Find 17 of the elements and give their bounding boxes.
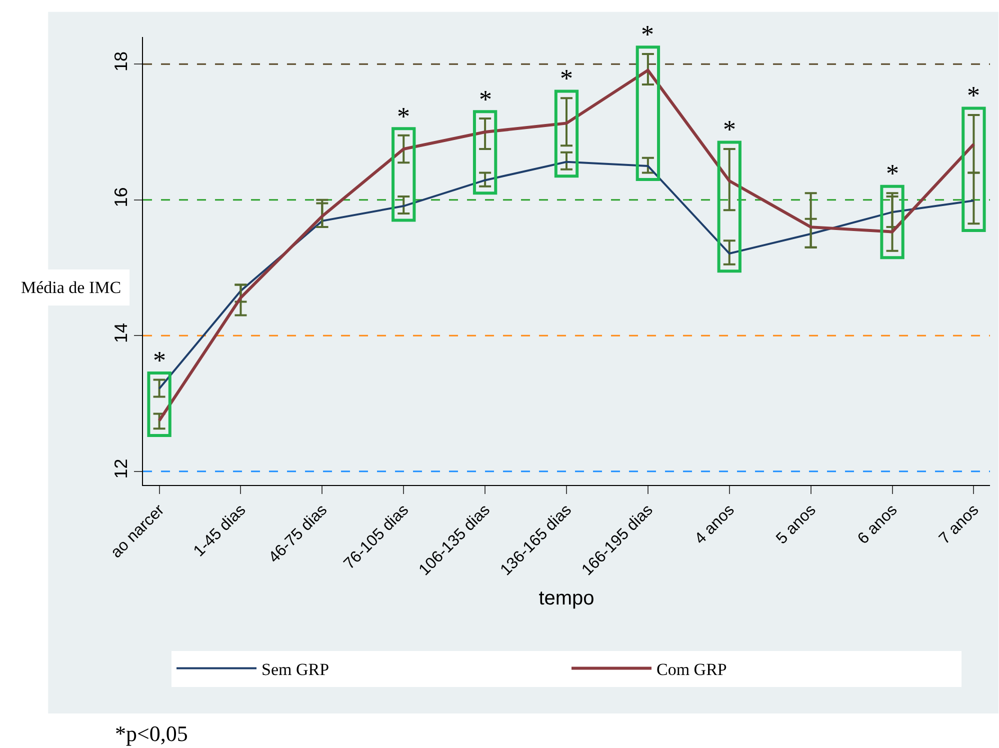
annotation: * xyxy=(153,346,166,375)
text: *p<0,05 xyxy=(115,721,188,746)
annotation: * xyxy=(886,159,899,188)
annotation: * xyxy=(723,115,736,144)
annotation: * xyxy=(397,102,410,131)
legend-label: Sem GRP xyxy=(262,660,330,679)
y-tick-label: 12 xyxy=(110,458,131,479)
y-tick-label: 16 xyxy=(110,187,131,208)
annotation: * xyxy=(641,20,654,49)
y-axis-title: Média de IMC xyxy=(21,278,122,297)
annotation: * xyxy=(560,64,573,93)
legend-label: Com GRP xyxy=(656,660,727,679)
annotation: * xyxy=(967,81,980,110)
y-tick-label: 18 xyxy=(110,51,131,72)
annotation: * xyxy=(479,85,492,114)
x-axis-title: tempo xyxy=(538,588,594,610)
y-tick-label: 14 xyxy=(110,322,131,343)
